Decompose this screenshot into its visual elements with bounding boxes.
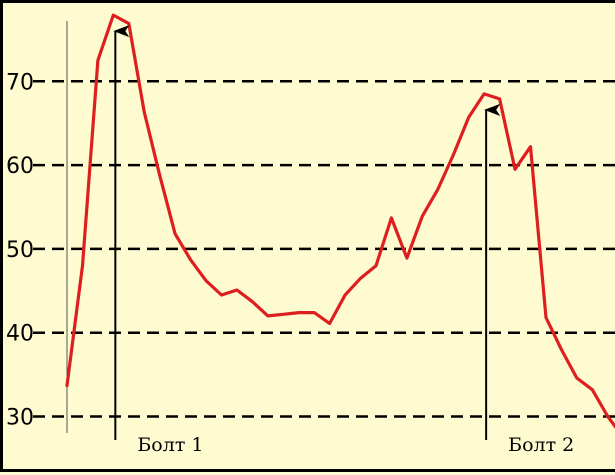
annotation-label-1: Болт 1: [137, 434, 203, 456]
y-tick-label-50: 50: [6, 238, 34, 263]
annotations: Болт 1 Болт 2: [113, 25, 574, 456]
gridlines: [33, 80, 615, 418]
series-line-0: [65, 13, 615, 429]
y-tick-label-60: 60: [6, 154, 34, 179]
annotation-label-2: Болт 2: [508, 434, 574, 456]
line-chart: 30 40 50 60 70 Болт 1 Болт 2: [6, 13, 615, 456]
series-layer: [65, 13, 615, 429]
y-tick-label-70: 70: [6, 70, 34, 95]
y-tick-labels: 30 40 50 60 70: [6, 70, 34, 430]
y-tick-label-40: 40: [6, 322, 34, 347]
y-tick-label-30: 30: [6, 406, 34, 431]
